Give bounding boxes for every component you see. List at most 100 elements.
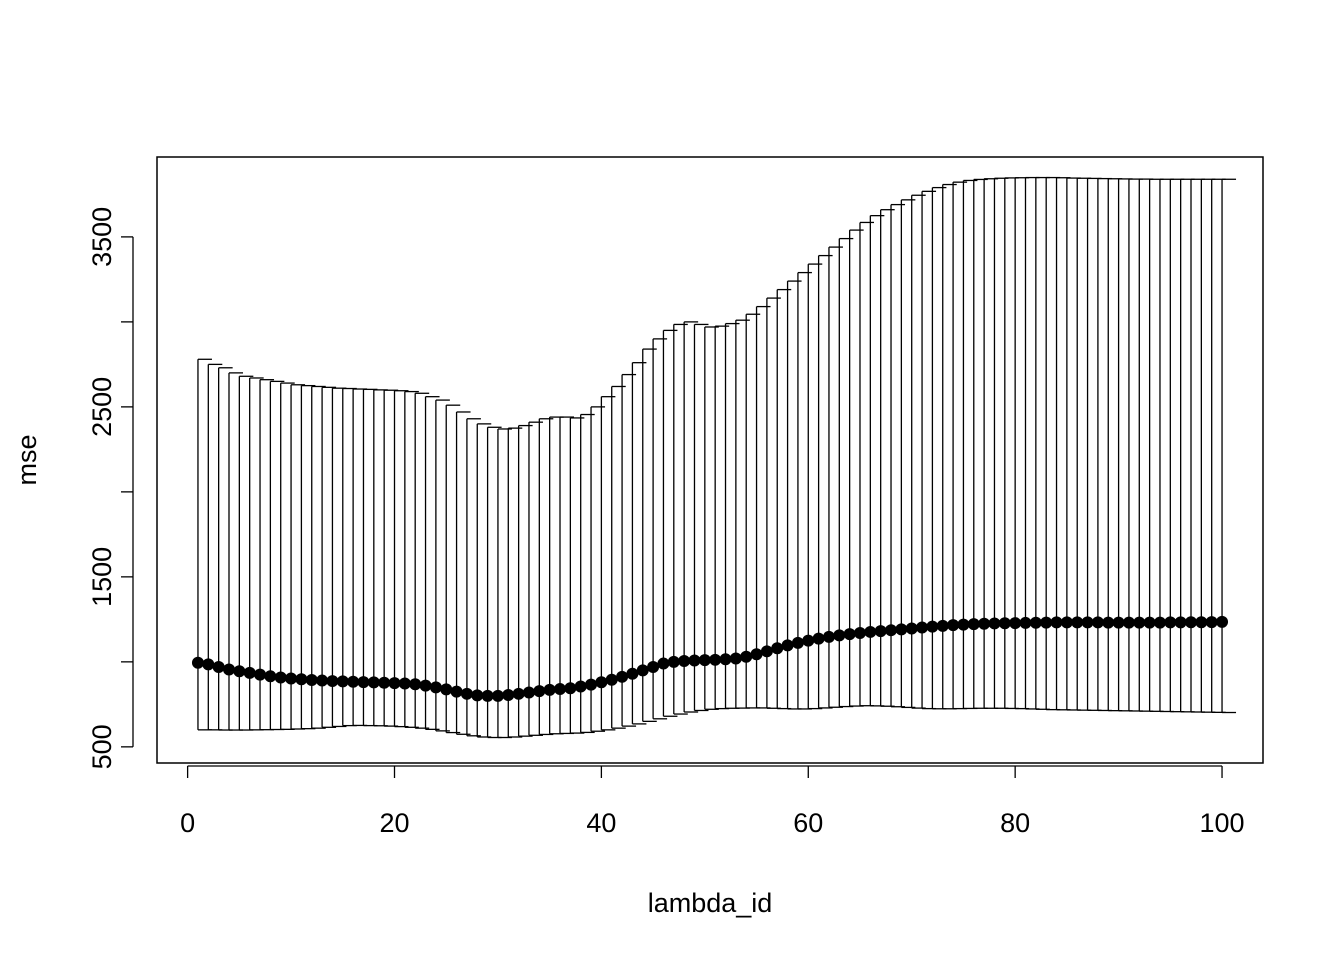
data-point [967,618,980,631]
data-point [688,654,701,667]
data-point [719,653,732,666]
data-point [605,673,618,686]
y-axis: 500 1500 2500 3500 [87,207,134,769]
data-point [998,617,1011,630]
data-point [222,663,235,676]
data-point [305,674,318,687]
data-point [698,654,711,667]
data-point [988,617,1001,630]
data-point [347,675,360,688]
data-point [274,671,287,684]
data-point [1009,617,1022,630]
data-point [760,645,773,658]
data-point [481,689,494,702]
x-tick-label: 20 [379,808,409,838]
y-axis-label: mse [12,434,42,485]
x-tick-label: 40 [586,808,616,838]
data-point [1050,616,1063,629]
data-point [1102,616,1115,629]
data-point [833,629,846,642]
data-point [853,626,866,639]
data-point [1164,616,1177,629]
data-point [419,679,432,692]
data-point [440,683,453,696]
data-point [616,670,629,683]
data-point [202,658,215,671]
data-point [667,655,680,668]
x-axis-label: lambda_id [648,888,773,918]
data-point [1091,616,1104,629]
data-point [1071,616,1084,629]
data-point [554,683,567,696]
x-tick-label: 60 [793,808,823,838]
data-point [316,674,329,687]
data-point [905,622,918,635]
data-point [978,617,991,630]
data-point [626,667,639,680]
data-point [1185,616,1198,629]
data-point [947,619,960,632]
data-point [191,656,204,669]
data-point [740,650,753,663]
data-point [502,689,515,702]
data-point [1143,616,1156,629]
y-tick-label: 1500 [87,547,117,607]
errorbars-group [197,176,1237,739]
data-point [388,677,401,690]
y-tick-label: 3500 [87,207,117,267]
data-point [957,618,970,631]
data-point [522,686,535,699]
data-point [1112,616,1125,629]
data-point [781,639,794,652]
data-point [791,636,804,649]
data-point [1122,616,1135,629]
data-point [595,676,608,689]
x-tick-label: 100 [1200,808,1245,838]
data-point [460,687,473,700]
data-point [636,664,649,677]
data-point [812,632,825,645]
data-point [1153,616,1166,629]
data-point [657,657,670,670]
data-point [916,621,929,634]
data-point [1133,616,1146,629]
data-point [729,652,742,665]
data-point [647,660,660,673]
data-point [802,634,815,647]
data-point [533,685,546,698]
data-point [378,676,391,689]
data-point [243,666,256,679]
data-point [357,676,370,689]
x-tick-label: 0 [180,808,195,838]
x-axis: 0 20 40 60 80 100 [180,765,1245,838]
data-point [264,670,277,683]
data-point [212,660,225,673]
data-point [895,623,908,636]
data-point [450,685,463,698]
data-point [1174,616,1187,629]
data-point [1040,616,1053,629]
data-point [254,668,267,681]
data-point [1029,616,1042,629]
data-point [1195,616,1208,629]
data-point [285,672,298,685]
data-point [750,648,763,661]
data-point [491,689,504,702]
data-point [885,624,898,637]
data-point [367,676,380,689]
points-group [191,615,1229,702]
data-point [936,619,949,632]
y-tick-label: 2500 [87,377,117,437]
data-point [295,673,308,686]
data-point [1019,616,1032,629]
data-point [585,678,598,691]
x-tick-label: 80 [1000,808,1030,838]
data-point [1216,615,1229,628]
data-point [564,682,577,695]
data-point [874,625,887,638]
data-point [771,642,784,655]
data-point [336,675,349,688]
data-point [864,625,877,638]
data-point [709,653,722,666]
